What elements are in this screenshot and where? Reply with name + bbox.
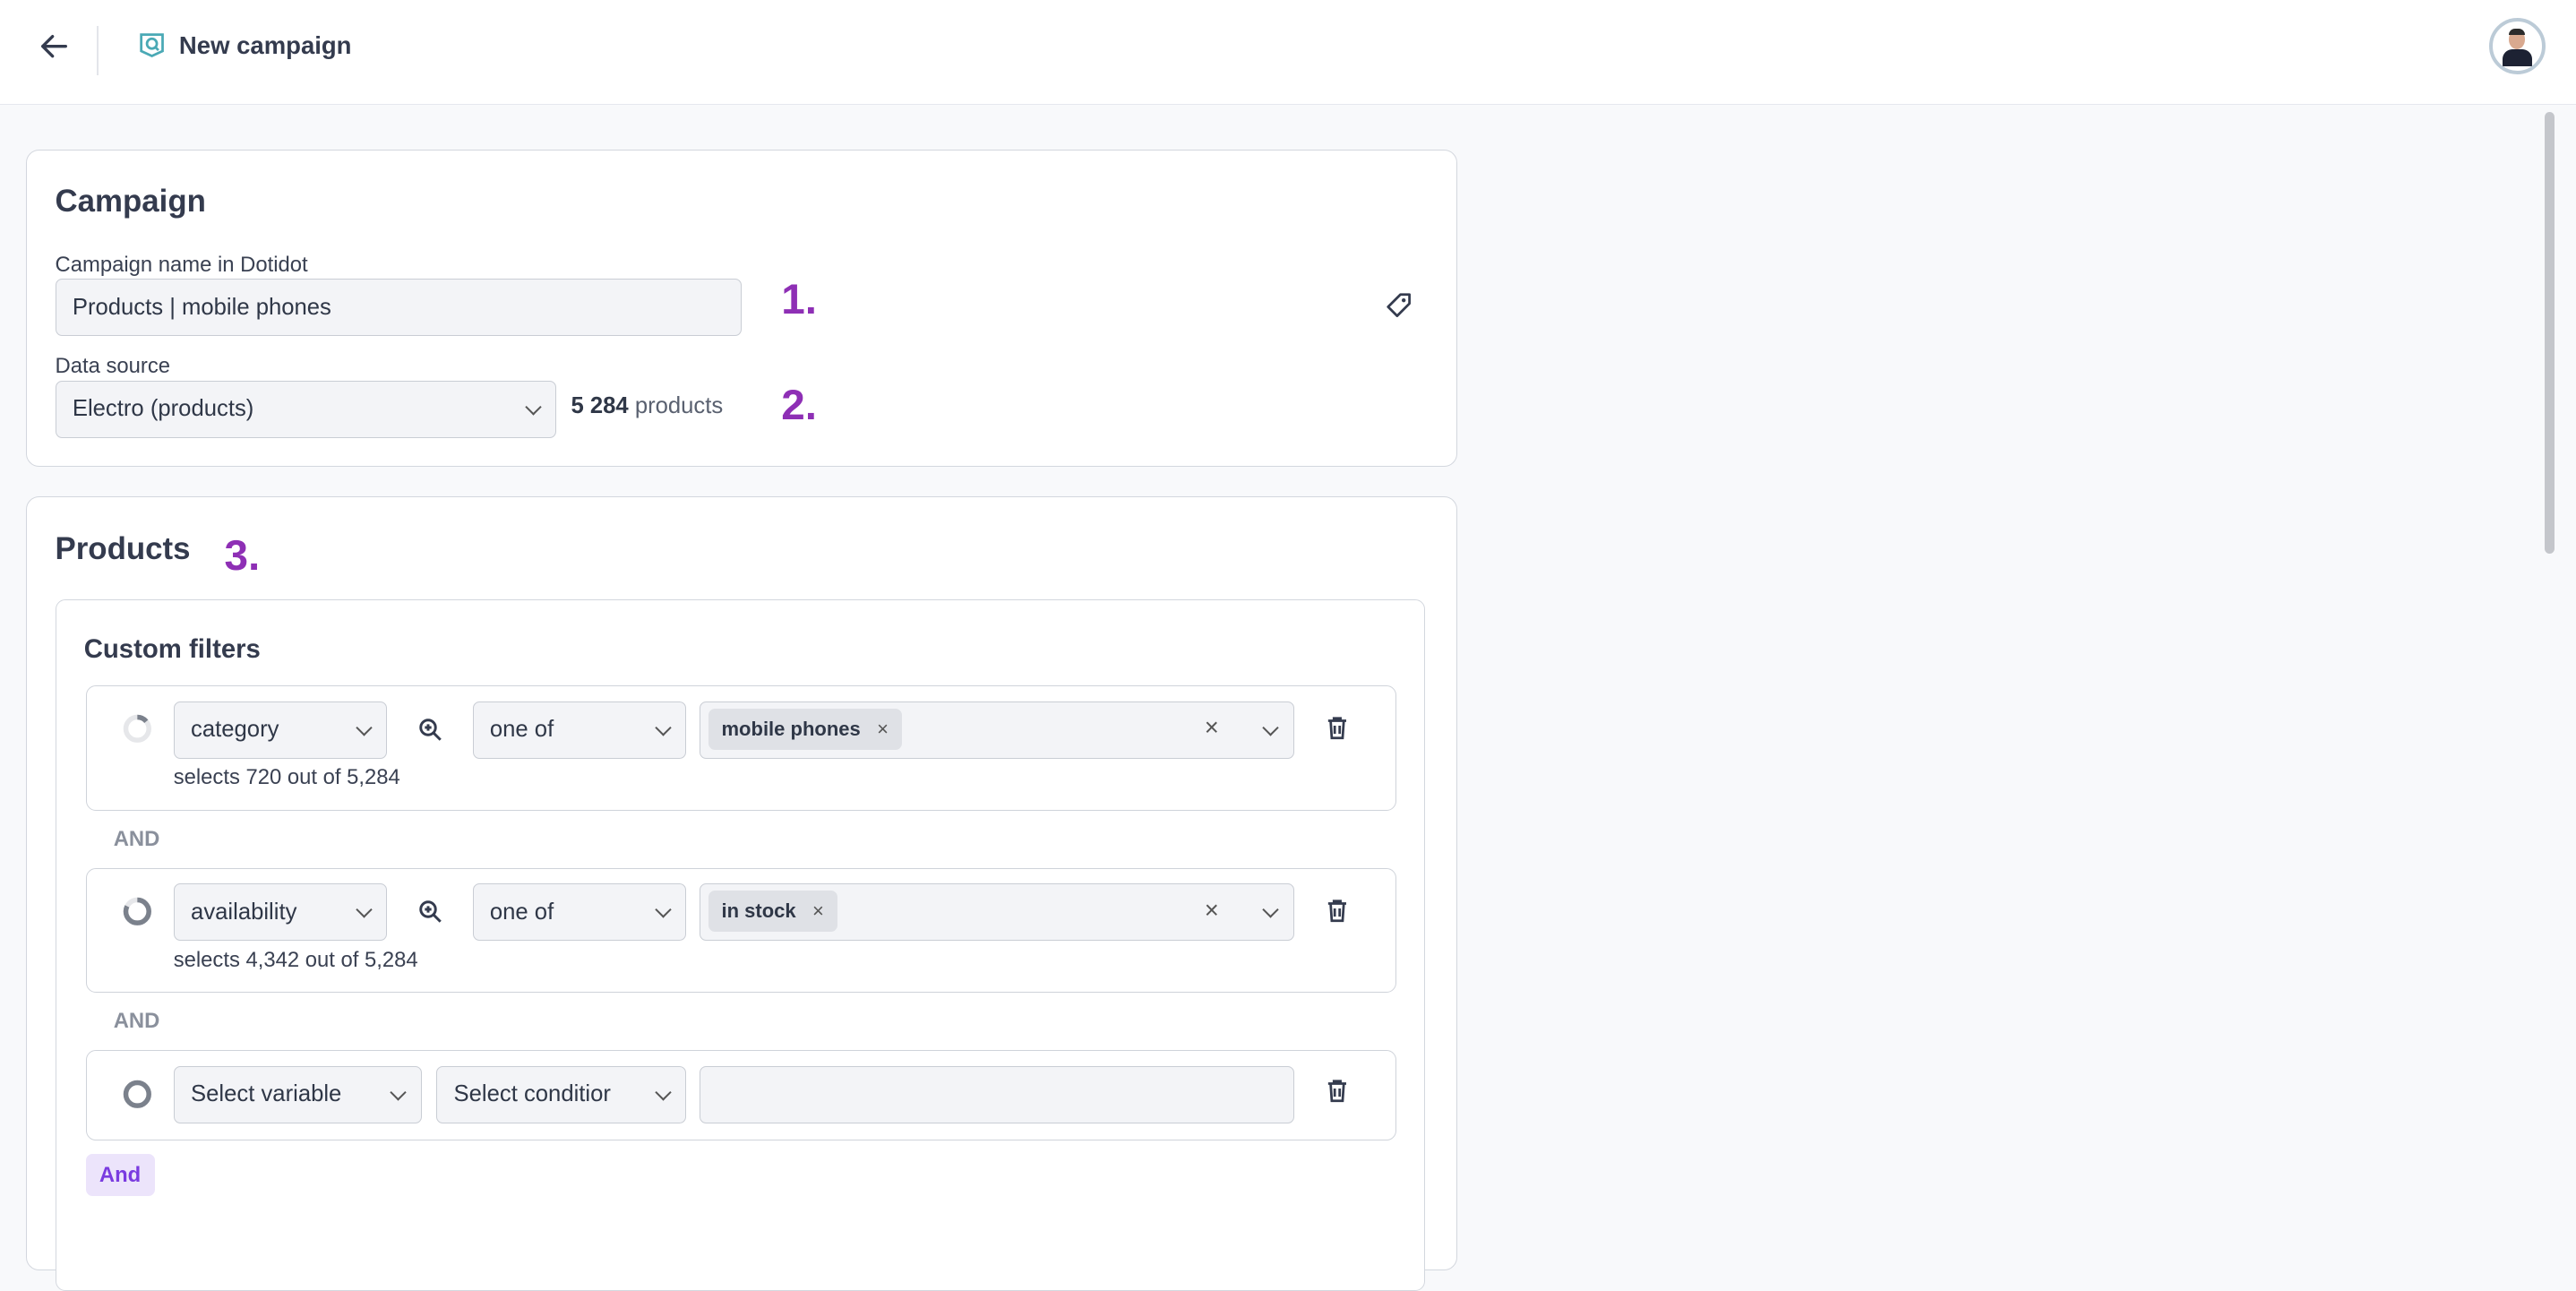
chevron-down-icon[interactable] xyxy=(1262,719,1280,736)
add-and-condition-button[interactable]: And xyxy=(85,1153,155,1197)
chevron-down-icon xyxy=(654,1084,672,1101)
product-count-value: 5 284 xyxy=(571,393,629,419)
trash-icon[interactable] xyxy=(1327,1079,1348,1104)
product-count-suffix: products xyxy=(634,393,724,419)
variable-select[interactable]: availability xyxy=(173,883,388,942)
variable-select[interactable]: category xyxy=(173,701,388,759)
top-bar: New campaign xyxy=(0,0,2576,105)
campaign-card: Campaign Campaign name in Dotidot Produc… xyxy=(26,149,1458,468)
campaign-name-value: Products | mobile phones xyxy=(72,294,331,320)
coverage-ring-icon xyxy=(123,897,151,925)
products-card: Products 3. Custom filters category one … xyxy=(26,495,1458,1291)
coverage-ring-icon xyxy=(123,1080,151,1108)
custom-filters-heading: Custom filters xyxy=(83,634,261,665)
value-chip: mobile phones × xyxy=(708,708,902,750)
trash-icon[interactable] xyxy=(1327,899,1348,924)
and-label: AND xyxy=(113,1009,160,1034)
chevron-down-icon xyxy=(654,901,672,918)
campaign-name-label: Campaign name in Dotidot xyxy=(55,252,308,277)
value-input[interactable] xyxy=(699,1065,1294,1123)
tag-icon[interactable] xyxy=(1386,292,1412,318)
products-heading: Products xyxy=(55,531,191,567)
chevron-down-icon[interactable] xyxy=(1262,901,1280,918)
campaign-logo-icon xyxy=(140,33,164,57)
variable-placeholder: Select variable xyxy=(191,1081,342,1107)
and-label: AND xyxy=(113,826,160,851)
campaign-name-input[interactable]: Products | mobile phones xyxy=(55,278,743,337)
arrow-left-icon[interactable] xyxy=(39,33,69,59)
chip-remove-icon[interactable]: × xyxy=(877,717,889,740)
value-chip: in stock × xyxy=(708,891,837,933)
condition-value: one of xyxy=(489,899,554,925)
filter-row: Select variable Select conditior xyxy=(85,1050,1397,1141)
chevron-down-icon xyxy=(356,901,373,918)
variable-value: availability xyxy=(191,899,297,925)
condition-placeholder: Select conditior xyxy=(453,1081,611,1107)
avatar[interactable] xyxy=(2488,18,2546,75)
divider xyxy=(97,26,99,76)
chevron-down-icon xyxy=(356,719,373,736)
clear-icon[interactable]: × xyxy=(1204,895,1219,924)
coverage-ring-icon xyxy=(123,715,151,744)
filter-row: category one of mobile phones × × selects… xyxy=(85,685,1397,811)
values-multiselect[interactable]: in stock × × xyxy=(699,883,1294,942)
zoom-in-icon[interactable] xyxy=(418,718,443,743)
condition-select[interactable]: one of xyxy=(472,701,686,759)
chip-label: mobile phones xyxy=(721,717,861,740)
campaign-heading: Campaign xyxy=(55,183,206,219)
marker-3: 3. xyxy=(224,532,261,581)
condition-select[interactable]: Select conditior xyxy=(436,1065,686,1123)
data-source-label: Data source xyxy=(55,354,170,379)
zoom-in-icon[interactable] xyxy=(418,899,443,925)
marker-2: 2. xyxy=(781,381,817,429)
chip-label: in stock xyxy=(721,899,796,923)
condition-select[interactable]: one of xyxy=(472,883,686,942)
chevron-down-icon xyxy=(390,1084,408,1101)
chevron-down-icon xyxy=(524,398,542,416)
clear-icon[interactable]: × xyxy=(1204,713,1219,742)
condition-value: one of xyxy=(489,717,554,743)
filter-row: availability one of in stock × × selects … xyxy=(85,867,1397,994)
data-source-value: Electro (products) xyxy=(72,396,254,422)
custom-filters-panel: Custom filters category one of mobile ph… xyxy=(55,598,1426,1291)
page-title: New campaign xyxy=(178,30,352,59)
chip-remove-icon[interactable]: × xyxy=(811,899,824,923)
filter-summary: selects 720 out of 5,284 xyxy=(173,765,400,790)
variable-select[interactable]: Select variable xyxy=(173,1065,422,1123)
marker-1: 1. xyxy=(781,276,817,324)
chevron-down-icon xyxy=(654,719,672,736)
data-source-select[interactable]: Electro (products) xyxy=(55,380,556,438)
variable-value: category xyxy=(191,717,279,743)
values-multiselect[interactable]: mobile phones × × xyxy=(699,701,1294,759)
product-count: 5 284 products xyxy=(571,393,723,419)
filter-summary: selects 4,342 out of 5,284 xyxy=(173,947,418,972)
scrollbar[interactable] xyxy=(2545,111,2555,555)
trash-icon[interactable] xyxy=(1327,716,1348,741)
